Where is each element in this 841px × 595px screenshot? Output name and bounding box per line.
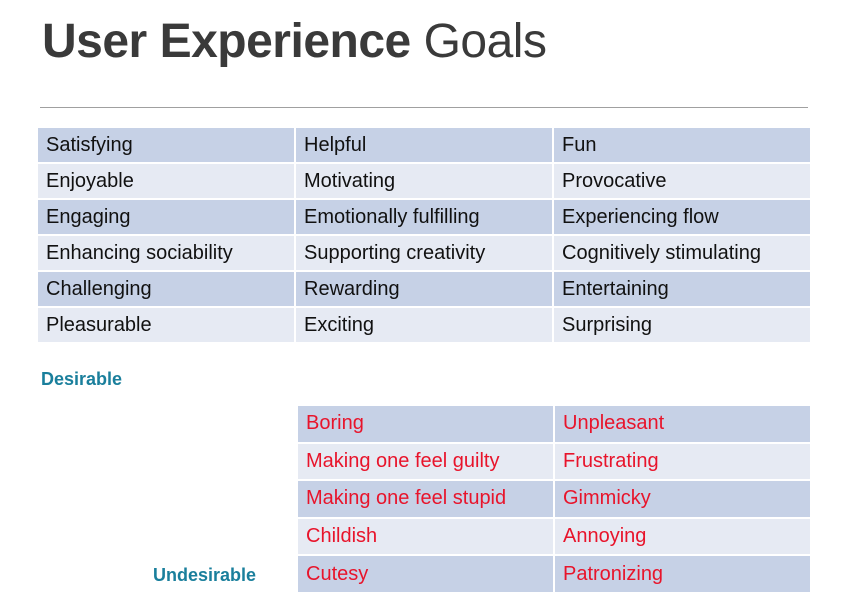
table-cell: Fun: [552, 126, 812, 164]
table-cell: Boring: [296, 404, 555, 444]
table-row: Making one feel stupid Gimmicky: [296, 479, 812, 519]
table-row: Childish Annoying: [296, 516, 812, 557]
table-cell: Exciting: [294, 306, 554, 344]
desirable-goals-table: Satisfying Helpful Fun Enjoyable Motivat…: [36, 126, 812, 344]
table-cell: Satisfying: [36, 126, 296, 164]
table-row: Enhancing sociability Supporting creativ…: [36, 234, 812, 272]
table-cell: Entertaining: [552, 270, 812, 308]
table-cell: Rewarding: [294, 270, 554, 308]
table-row: Engaging Emotionally fulfilling Experien…: [36, 198, 812, 236]
table-cell: Making one feel stupid: [296, 479, 555, 519]
table-cell: Making one feel guilty: [296, 441, 555, 482]
table-cell: Frustrating: [553, 441, 812, 482]
table-cell: Surprising: [552, 306, 812, 344]
table-cell: Gimmicky: [553, 479, 812, 519]
table-row: Boring Unpleasant: [296, 404, 812, 444]
table-cell: Patronizing: [553, 554, 812, 594]
undesirable-goals-table: Boring Unpleasant Making one feel guilty…: [296, 404, 812, 594]
table-cell: Childish: [296, 516, 555, 557]
title-regular-part: Goals: [423, 15, 547, 68]
slide-title: User Experience Goals: [42, 14, 547, 69]
table-cell: Experiencing flow: [552, 198, 812, 236]
table-cell: Engaging: [36, 198, 296, 236]
table-cell: Enhancing sociability: [36, 234, 296, 272]
desirable-label: Desirable: [41, 369, 123, 389]
table-cell: Unpleasant: [553, 404, 812, 444]
undesirable-label: Undesirable: [153, 565, 257, 585]
table-row: Enjoyable Motivating Provocative: [36, 162, 812, 200]
table-row: Cutesy Patronizing: [296, 554, 812, 594]
table-cell: Annoying: [553, 516, 812, 557]
table-cell: Cutesy: [296, 554, 555, 594]
table-row: Challenging Rewarding Entertaining: [36, 270, 812, 308]
table-cell: Challenging: [36, 270, 296, 308]
table-cell: Supporting creativity: [294, 234, 554, 272]
title-divider: [40, 107, 808, 108]
table-cell: Provocative: [552, 162, 812, 200]
table-row: Making one feel guilty Frustrating: [296, 441, 812, 482]
table-row: Pleasurable Exciting Surprising: [36, 306, 812, 344]
table-cell: Emotionally fulfilling: [294, 198, 554, 236]
table-cell: Motivating: [294, 162, 554, 200]
title-bold-part: User Experience: [42, 15, 411, 68]
table-cell: Enjoyable: [36, 162, 296, 200]
table-row: Satisfying Helpful Fun: [36, 126, 812, 164]
table-cell: Cognitively stimulating: [552, 234, 812, 272]
table-cell: Helpful: [294, 126, 554, 164]
table-cell: Pleasurable: [36, 306, 296, 344]
